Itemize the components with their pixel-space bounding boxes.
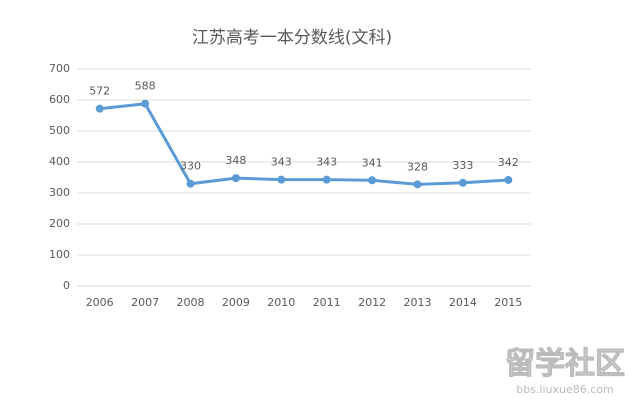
x-tick-label: 2009 (222, 296, 250, 309)
marker (141, 99, 150, 108)
y-tick-label: 500 (49, 124, 70, 137)
data-label: 343 (271, 156, 292, 169)
marker (413, 180, 422, 189)
x-tick-label: 2011 (313, 296, 341, 309)
watermark-title: 留学社区 (505, 347, 625, 382)
watermark-url: bbs.liuxue86.com (516, 383, 614, 396)
chart-title: 江苏高考一本分数线(文科) (192, 28, 392, 48)
marker (458, 178, 467, 187)
x-tick-label: 2014 (449, 296, 477, 309)
x-tick-label: 2015 (494, 296, 522, 309)
data-label: 333 (452, 159, 473, 172)
y-tick-label: 600 (49, 93, 70, 106)
data-label: 330 (180, 160, 201, 173)
y-tick-label: 400 (49, 155, 70, 168)
data-label: 342 (498, 156, 519, 169)
data-label: 588 (135, 80, 156, 93)
marker (95, 104, 104, 113)
data-label: 341 (362, 156, 383, 169)
line (99, 102, 509, 186)
data-label: 328 (407, 160, 428, 173)
marker (368, 176, 377, 185)
data-label: 348 (225, 154, 246, 167)
data-label: 343 (316, 156, 337, 169)
x-tick-label: 2013 (404, 296, 432, 309)
marker (231, 174, 240, 183)
x-tick-label: 2012 (358, 296, 386, 309)
marker (322, 175, 331, 184)
marker (277, 175, 286, 184)
y-tick-label: 700 (49, 62, 70, 75)
y-tick-label: 200 (49, 217, 70, 230)
data-label: 572 (89, 85, 110, 98)
x-tick-label: 2010 (267, 296, 295, 309)
y-tick-label: 300 (49, 186, 70, 199)
x-tick-label: 2007 (131, 296, 159, 309)
y-tick-label: 100 (49, 248, 70, 261)
marker (186, 179, 195, 188)
x-tick-label: 2008 (177, 296, 205, 309)
x-tick-label: 2006 (86, 296, 114, 309)
y-tick-label: 0 (63, 279, 70, 292)
marker (504, 175, 513, 184)
